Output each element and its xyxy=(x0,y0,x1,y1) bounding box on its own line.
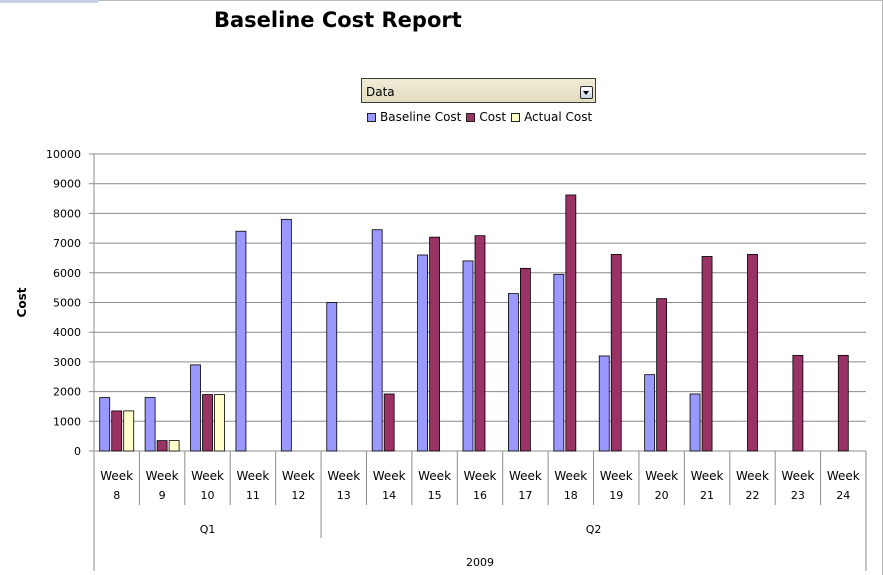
y-axis-title: Cost xyxy=(15,287,29,317)
chevron-down-icon[interactable] xyxy=(580,86,593,99)
bar-baseline-cost xyxy=(553,273,565,452)
bar-cost xyxy=(383,393,395,452)
bar-baseline-cost xyxy=(598,355,610,452)
y-tick-label: 7000 xyxy=(53,237,81,250)
bar-cost xyxy=(111,410,123,452)
bar-baseline-cost xyxy=(689,393,701,452)
y-tick-label: 4000 xyxy=(53,326,81,339)
data-field-dropdown[interactable]: Data xyxy=(361,78,596,103)
bar-baseline-cost xyxy=(462,260,474,452)
legend-label: Actual Cost xyxy=(524,110,593,124)
x-tick-label: Week 20 xyxy=(645,469,678,502)
y-tick-label: 9000 xyxy=(53,178,81,191)
y-tick-label: 8000 xyxy=(53,207,81,220)
bar-cost xyxy=(429,236,440,452)
legend-swatch xyxy=(511,112,521,122)
bar-cost xyxy=(610,253,622,452)
bar-baseline-cost xyxy=(144,397,156,452)
bar-cost xyxy=(202,394,213,452)
x-tick-label: Week 15 xyxy=(418,469,451,502)
bar-cost xyxy=(565,194,577,452)
y-tick-label: 10000 xyxy=(46,148,81,161)
group-label: Q1 xyxy=(200,523,216,536)
bar-baseline-cost xyxy=(235,230,247,452)
legend-swatch xyxy=(466,112,476,122)
x-tick-label: Week 18 xyxy=(554,469,587,502)
x-tick-label: Week 22 xyxy=(736,469,769,502)
bar-cost xyxy=(701,256,713,452)
group-label: Q2 xyxy=(586,523,602,536)
x-tick-label: Week 11 xyxy=(236,469,269,502)
bar-cost xyxy=(747,253,758,452)
x-tick-label: Week 17 xyxy=(509,469,542,502)
bar-cost xyxy=(156,440,168,452)
bar-baseline-cost xyxy=(326,302,338,452)
y-tick-label: 5000 xyxy=(53,297,81,310)
bar-baseline-cost xyxy=(280,218,292,452)
legend-label: Cost xyxy=(479,110,507,124)
bar-cost xyxy=(474,235,486,452)
bar-cost xyxy=(520,267,531,452)
x-tick-label: Week 16 xyxy=(464,469,497,502)
x-tick-label: Week 14 xyxy=(373,469,406,502)
bar-cost xyxy=(837,354,849,452)
bar-cost xyxy=(656,298,668,452)
bar-baseline-cost xyxy=(371,229,383,452)
bar-baseline-cost xyxy=(190,364,201,452)
x-tick-label: Week 10 xyxy=(191,469,224,502)
data-field-label: Data xyxy=(366,85,395,99)
x-tick-label: Week 13 xyxy=(327,469,360,502)
sheet-tab-indicator xyxy=(0,0,98,3)
y-tick-label: 2000 xyxy=(53,386,81,399)
bar-cost xyxy=(792,354,804,452)
y-tick-label: 6000 xyxy=(53,267,81,280)
legend-item-cost: Cost xyxy=(466,110,506,124)
bar-actual-cost xyxy=(168,440,180,452)
x-tick-label: Week 8 xyxy=(100,469,133,502)
year-label: 2009 xyxy=(466,556,494,569)
x-tick-label: Week 24 xyxy=(827,469,860,502)
legend-item-baseline-cost: Baseline Cost xyxy=(367,110,461,124)
y-tick-label: 0 xyxy=(74,445,81,458)
x-tick-label: Week 23 xyxy=(781,469,814,502)
x-tick-label: Week 9 xyxy=(146,469,179,502)
bar-baseline-cost xyxy=(644,374,656,452)
bar-actual-cost xyxy=(123,410,135,452)
bar-baseline-cost xyxy=(99,397,111,452)
x-tick-label: Week 21 xyxy=(691,469,724,502)
bar-actual-cost xyxy=(214,394,225,452)
legend: Baseline Cost Cost Actual Cost xyxy=(367,109,597,125)
legend-label: Baseline Cost xyxy=(380,110,462,124)
bar-baseline-cost xyxy=(417,254,428,452)
legend-item-actual-cost: Actual Cost xyxy=(511,110,592,124)
x-tick-label: Week 12 xyxy=(282,469,315,502)
y-tick-label: 3000 xyxy=(53,356,81,369)
chart-title: Baseline Cost Report xyxy=(214,8,462,32)
bar-baseline-cost xyxy=(508,293,519,452)
legend-swatch xyxy=(367,112,376,122)
y-tick-label: 1000 xyxy=(53,415,81,428)
x-tick-label: Week 19 xyxy=(600,469,633,502)
